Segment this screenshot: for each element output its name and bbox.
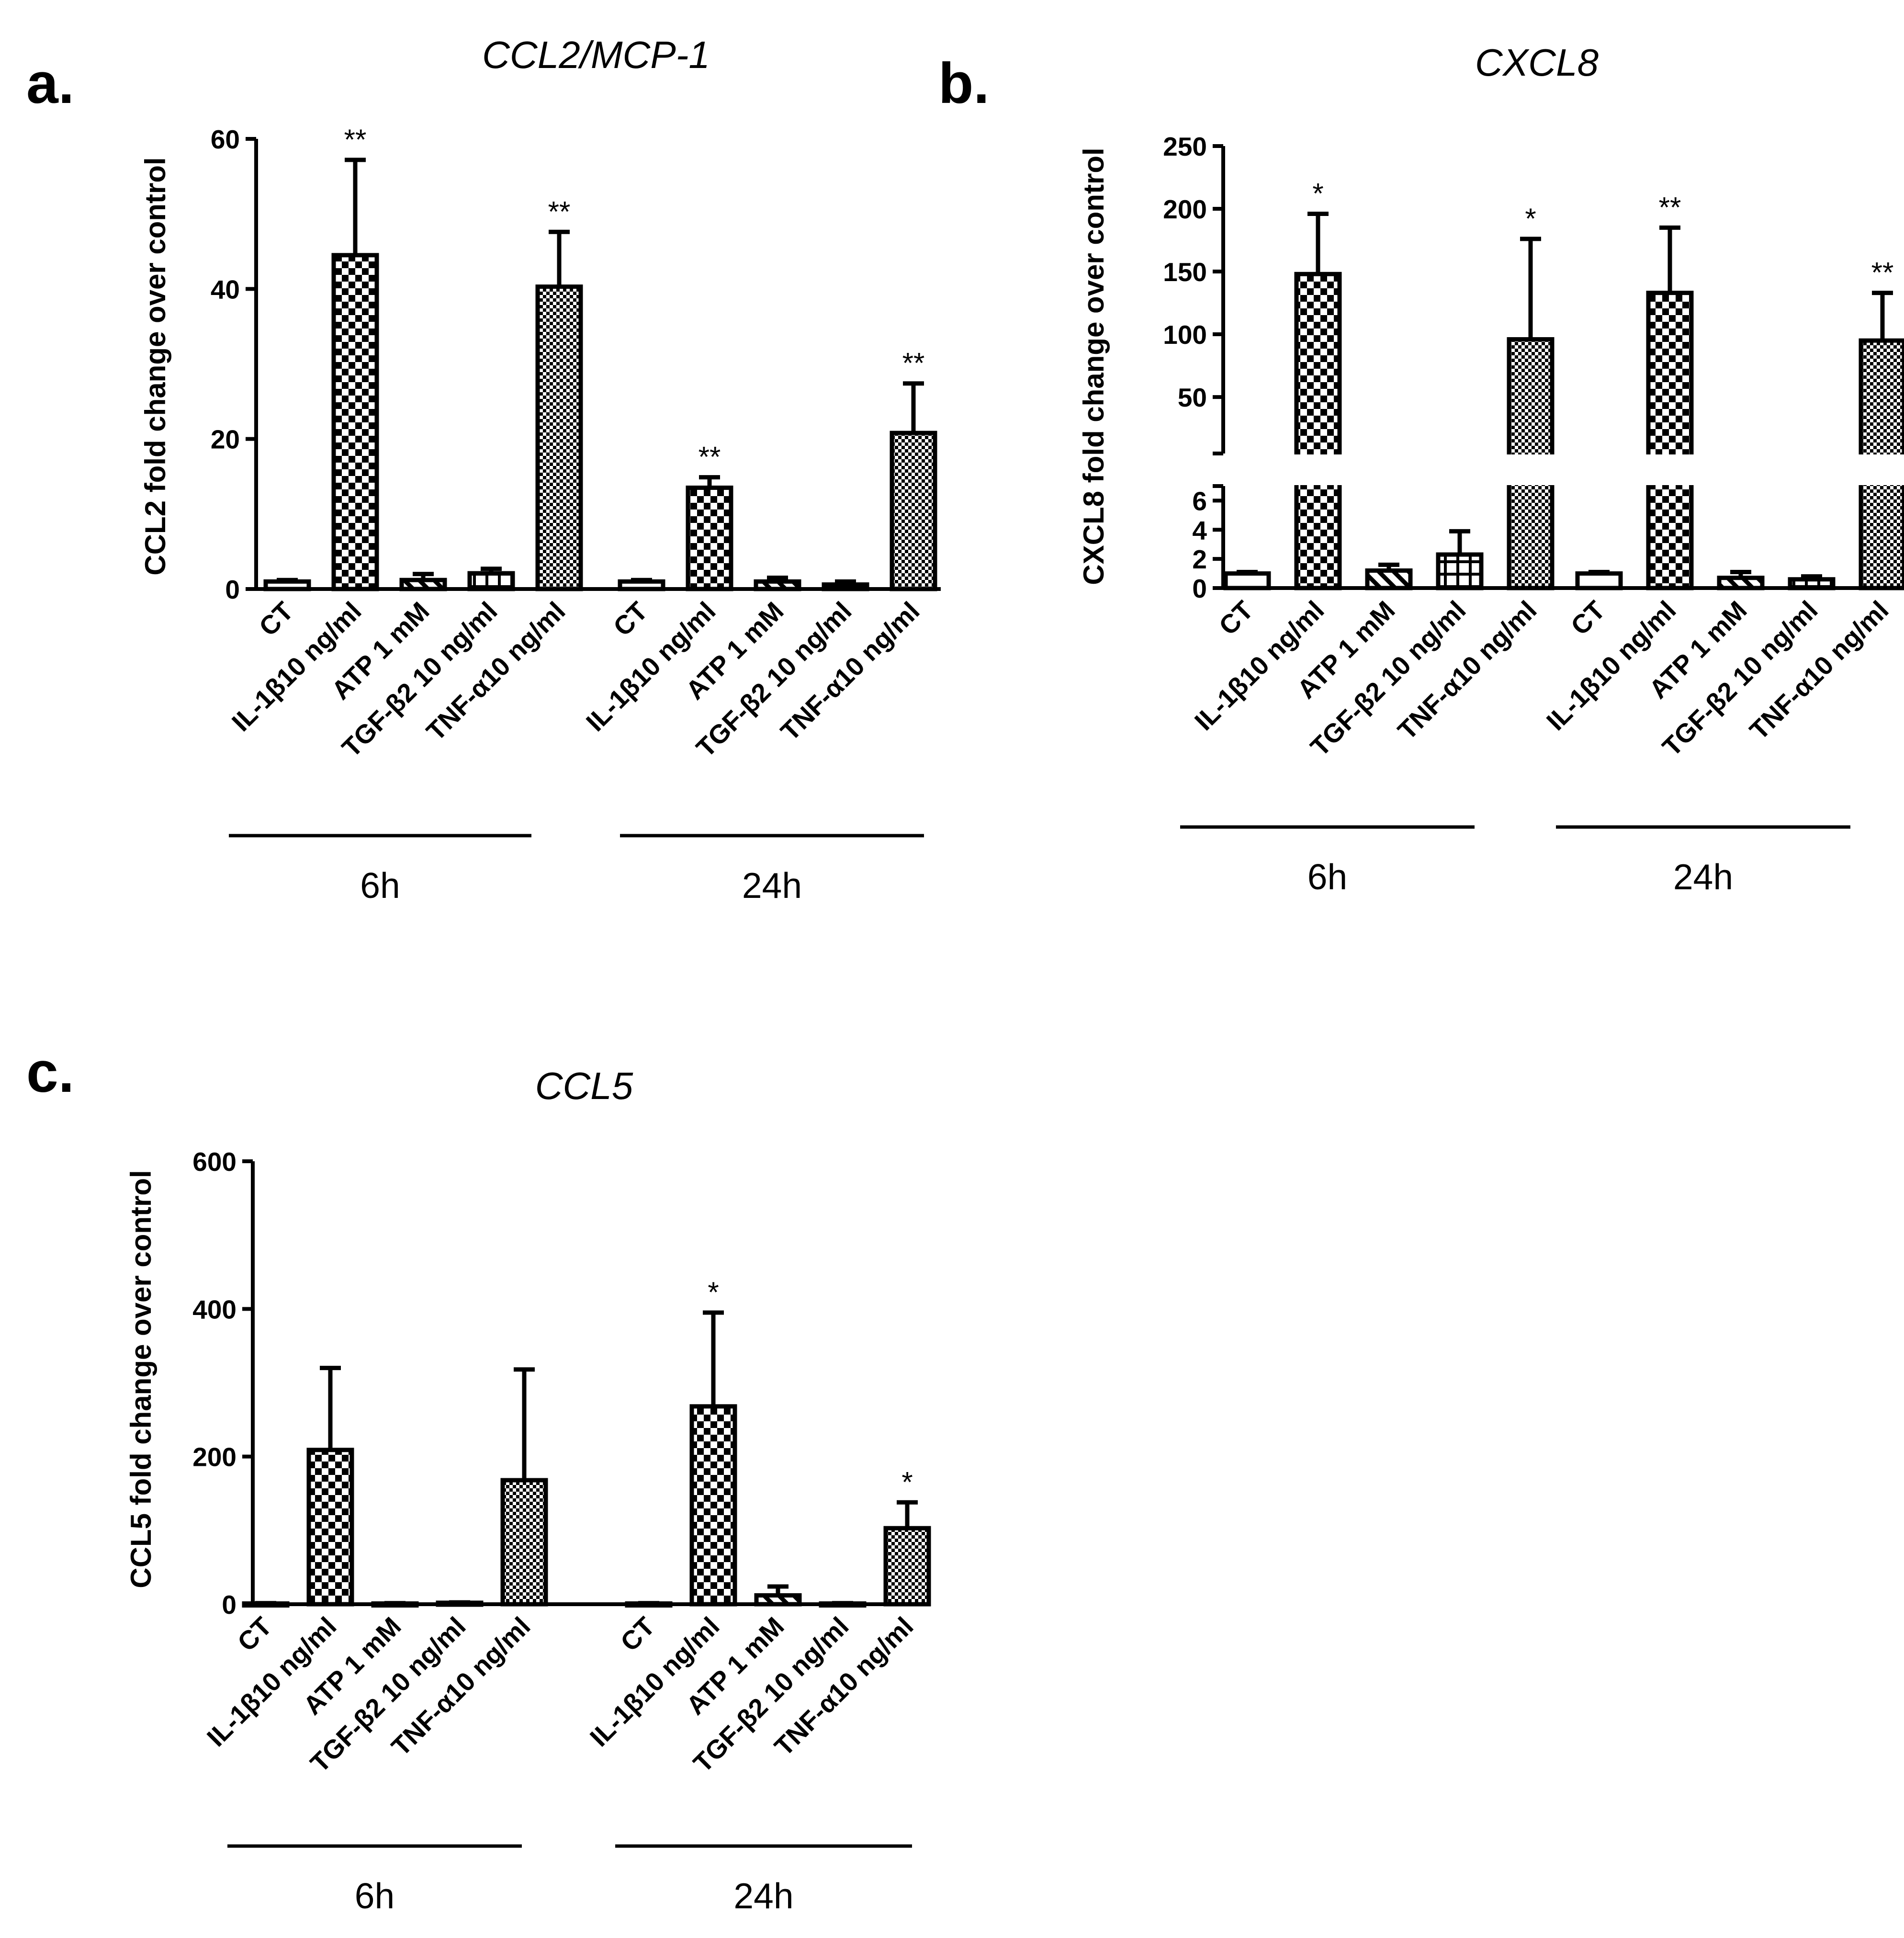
y-tick-label: 40 xyxy=(211,274,240,304)
panel-b: b. CXCL8 CXCL8 fold change over control … xyxy=(938,41,1904,897)
bar xyxy=(399,578,447,591)
bar xyxy=(1717,576,1765,590)
significance-marker: * xyxy=(901,1466,913,1498)
bar xyxy=(535,284,583,591)
bar xyxy=(1223,571,1271,590)
significance-marker: * xyxy=(1312,178,1323,210)
y-tick-label: 4 xyxy=(1192,515,1207,545)
group-label: 24h xyxy=(1673,857,1733,897)
bar xyxy=(1788,577,1836,590)
significance-marker: ** xyxy=(1871,257,1894,289)
category-label: CT xyxy=(1565,595,1611,641)
group-label: 24h xyxy=(742,865,802,906)
chart-title: CXCL8 xyxy=(1475,41,1599,84)
bar xyxy=(263,579,311,591)
y-tick-label: 60 xyxy=(211,125,240,154)
y-tick-label: 200 xyxy=(1163,194,1207,224)
bar xyxy=(689,1404,737,1607)
y-tick-label: 0 xyxy=(1192,574,1207,603)
y-tick-label: 400 xyxy=(192,1294,237,1324)
bar xyxy=(1365,568,1413,590)
group-label: 24h xyxy=(733,1876,793,1916)
significance-marker: ** xyxy=(548,195,571,227)
y-tick-label: 600 xyxy=(192,1147,237,1177)
y-tick-label: 2 xyxy=(1192,544,1207,574)
group-label: 6h xyxy=(360,865,400,906)
bar-break-gap xyxy=(1857,454,1904,485)
group-label: 6h xyxy=(355,1876,394,1916)
bar xyxy=(1436,552,1484,590)
bar xyxy=(1575,571,1623,590)
y-axis-label: CCL2 fold change over control xyxy=(139,157,171,575)
significance-marker: ** xyxy=(699,441,721,473)
bar xyxy=(890,431,937,591)
panel-letter: c. xyxy=(26,1040,74,1104)
bar xyxy=(467,571,515,591)
group-label: 6h xyxy=(1307,857,1347,897)
y-tick-label: 0 xyxy=(225,575,240,604)
category-label: CT xyxy=(608,596,653,642)
category-label: CT xyxy=(253,596,299,642)
y-axis-label: CXCL8 fold change over control xyxy=(1078,147,1110,585)
bar-break-gap xyxy=(1505,454,1556,485)
significance-marker: ** xyxy=(1659,191,1681,223)
bar xyxy=(500,1478,548,1607)
y-tick-label: 0 xyxy=(222,1590,237,1620)
bar xyxy=(618,579,665,591)
panel-c: c. CCL5 CCL5 fold change over control 0 2… xyxy=(26,1040,931,1916)
bar xyxy=(754,579,801,591)
y-tick-label: 250 xyxy=(1163,132,1207,161)
panel-letter: a. xyxy=(26,51,74,115)
bar xyxy=(822,582,869,591)
significance-marker: * xyxy=(1525,203,1536,235)
bar xyxy=(1646,291,1694,590)
y-tick-label: 100 xyxy=(1163,320,1207,350)
y-tick-label: 6 xyxy=(1192,486,1207,516)
chart-title: CCL2/MCP-1 xyxy=(482,34,710,76)
y-tick-label: 20 xyxy=(211,425,240,454)
y-tick-label: 200 xyxy=(192,1442,237,1472)
category-label: CT xyxy=(615,1611,661,1657)
bar xyxy=(754,1593,802,1607)
category-label: CT xyxy=(232,1611,278,1657)
chart-title: CCL5 xyxy=(535,1065,633,1107)
bar-break-gap xyxy=(1293,454,1343,485)
bar xyxy=(306,1448,354,1607)
bar xyxy=(883,1526,931,1607)
bar xyxy=(686,486,733,591)
significance-marker: ** xyxy=(902,347,925,379)
bar xyxy=(331,253,379,591)
bar xyxy=(1294,272,1342,590)
category-label: CT xyxy=(1213,595,1259,641)
y-tick-label: 50 xyxy=(1178,383,1207,412)
bar-break-gap xyxy=(1645,454,1695,485)
significance-marker: ** xyxy=(344,124,367,156)
panel-letter: b. xyxy=(938,51,990,115)
y-axis-label: CCL5 fold change over control xyxy=(125,1170,157,1588)
panel-a: a. CCL2/MCP-1 CCL2 fold change over cont… xyxy=(26,34,941,906)
significance-marker: * xyxy=(708,1276,719,1308)
y-tick-label: 150 xyxy=(1163,257,1207,287)
